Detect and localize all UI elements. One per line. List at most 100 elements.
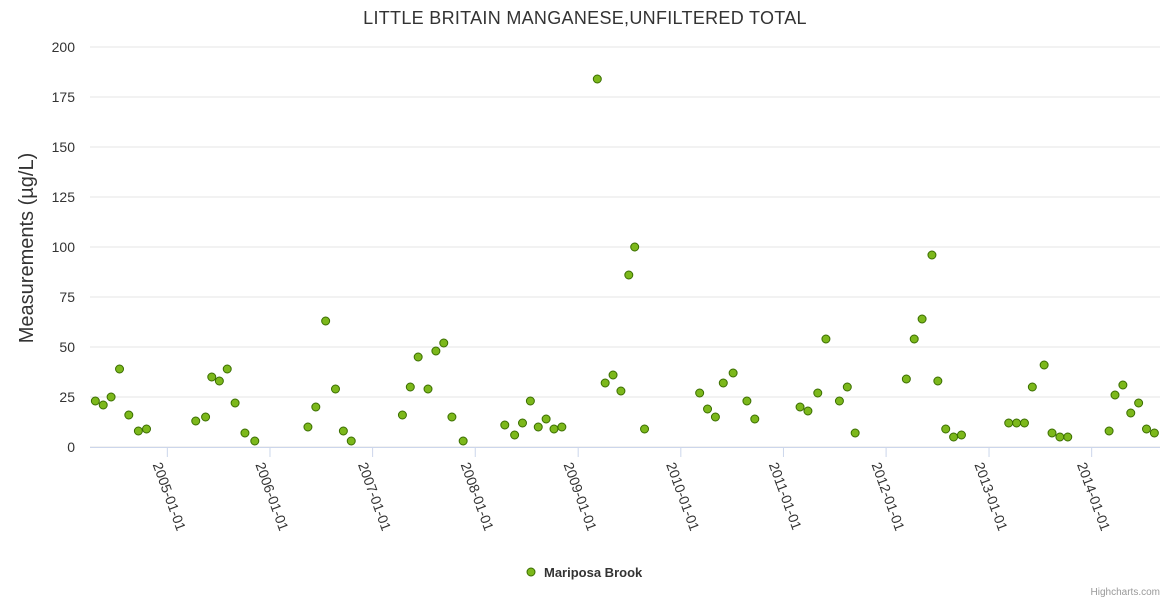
data-point[interactable] — [533, 422, 543, 432]
data-point[interactable] — [608, 370, 618, 380]
data-point[interactable] — [321, 316, 331, 326]
data-point[interactable] — [927, 250, 937, 260]
data-point[interactable] — [525, 396, 535, 406]
data-point[interactable] — [742, 396, 752, 406]
data-point[interactable] — [718, 378, 728, 388]
data-point[interactable] — [191, 416, 201, 426]
data-point[interactable] — [624, 270, 634, 280]
y-tick-label: 25 — [59, 389, 75, 405]
data-point[interactable] — [933, 376, 943, 386]
data-point[interactable] — [1063, 432, 1073, 442]
data-point[interactable] — [640, 424, 650, 434]
y-tick-label: 100 — [52, 239, 76, 255]
x-tick-label: 2008-01-01 — [458, 460, 498, 533]
data-point[interactable] — [592, 74, 602, 84]
data-point[interactable] — [949, 432, 959, 442]
data-point[interactable] — [842, 382, 852, 392]
data-point[interactable] — [124, 410, 134, 420]
data-point[interactable] — [703, 404, 713, 414]
data-point[interactable] — [795, 402, 805, 412]
y-tick-label: 150 — [52, 139, 76, 155]
data-point[interactable] — [500, 420, 510, 430]
data-point[interactable] — [803, 406, 813, 416]
data-point[interactable] — [240, 428, 250, 438]
data-point[interactable] — [834, 396, 844, 406]
data-point[interactable] — [1012, 418, 1022, 428]
data-point[interactable] — [338, 426, 348, 436]
data-point[interactable] — [710, 412, 720, 422]
data-point[interactable] — [750, 414, 760, 424]
data-point[interactable] — [517, 418, 527, 428]
legend-label[interactable]: Mariposa Brook — [544, 565, 643, 580]
data-point[interactable] — [133, 426, 143, 436]
data-point[interactable] — [413, 352, 423, 362]
data-point[interactable] — [405, 382, 415, 392]
data-point[interactable] — [813, 388, 823, 398]
data-point[interactable] — [106, 392, 116, 402]
data-point[interactable] — [1110, 390, 1120, 400]
x-tick-label: 2006-01-01 — [252, 460, 292, 533]
data-point[interactable] — [510, 430, 520, 440]
y-tick-label: 0 — [67, 439, 75, 455]
data-point[interactable] — [821, 334, 831, 344]
data-point[interactable] — [115, 364, 125, 374]
data-point[interactable] — [330, 384, 340, 394]
y-tick-label: 50 — [59, 339, 75, 355]
data-point[interactable] — [1134, 398, 1144, 408]
x-tick-label: 2012-01-01 — [869, 460, 909, 533]
data-point[interactable] — [1149, 428, 1159, 438]
data-point[interactable] — [458, 436, 468, 446]
data-point[interactable] — [1104, 426, 1114, 436]
data-point[interactable] — [1055, 432, 1065, 442]
data-point[interactable] — [1047, 428, 1057, 438]
data-point[interactable] — [1118, 380, 1128, 390]
data-point[interactable] — [616, 386, 626, 396]
data-point[interactable] — [346, 436, 356, 446]
data-point[interactable] — [90, 396, 100, 406]
y-tick-label: 75 — [59, 289, 75, 305]
chart-title: LITTLE BRITAIN MANGANESE,UNFILTERED TOTA… — [363, 8, 807, 28]
data-point[interactable] — [728, 368, 738, 378]
data-point[interactable] — [909, 334, 919, 344]
data-point[interactable] — [956, 430, 966, 440]
x-tick-label: 2011-01-01 — [766, 460, 805, 532]
y-axis-label: Measurements (µg/L) — [16, 153, 38, 343]
credits[interactable]: Highcharts.com — [1091, 587, 1160, 598]
data-point[interactable] — [850, 428, 860, 438]
data-point[interactable] — [557, 422, 567, 432]
data-point[interactable] — [541, 414, 551, 424]
data-point[interactable] — [917, 314, 927, 324]
data-point[interactable] — [214, 376, 224, 386]
series-mariposa-brook[interactable] — [90, 74, 1159, 446]
data-point[interactable] — [1126, 408, 1136, 418]
data-point[interactable] — [397, 410, 407, 420]
data-point[interactable] — [303, 422, 313, 432]
data-point[interactable] — [1019, 418, 1029, 428]
data-point[interactable] — [1142, 424, 1152, 434]
data-point[interactable] — [1039, 360, 1049, 370]
legend-marker[interactable] — [526, 567, 536, 577]
data-point[interactable] — [600, 378, 610, 388]
data-point[interactable] — [222, 364, 232, 374]
data-point[interactable] — [630, 242, 640, 252]
data-point[interactable] — [439, 338, 449, 348]
y-tick-label: 125 — [52, 189, 76, 205]
data-point[interactable] — [1027, 382, 1037, 392]
data-point[interactable] — [941, 424, 951, 434]
data-point[interactable] — [695, 388, 705, 398]
data-point[interactable] — [98, 400, 108, 410]
data-point[interactable] — [311, 402, 321, 412]
data-point[interactable] — [447, 412, 457, 422]
data-point[interactable] — [207, 372, 217, 382]
legend[interactable]: Mariposa Brook — [526, 565, 643, 580]
data-point[interactable] — [423, 384, 433, 394]
data-point[interactable] — [1004, 418, 1014, 428]
data-point[interactable] — [250, 436, 260, 446]
data-point[interactable] — [230, 398, 240, 408]
data-point[interactable] — [431, 346, 441, 356]
data-point[interactable] — [549, 424, 559, 434]
data-point[interactable] — [142, 424, 152, 434]
data-point[interactable] — [901, 374, 911, 384]
y-axis-ticks: 0 25 50 75 100 125 150 175 200 — [52, 39, 76, 455]
data-point[interactable] — [201, 412, 211, 422]
